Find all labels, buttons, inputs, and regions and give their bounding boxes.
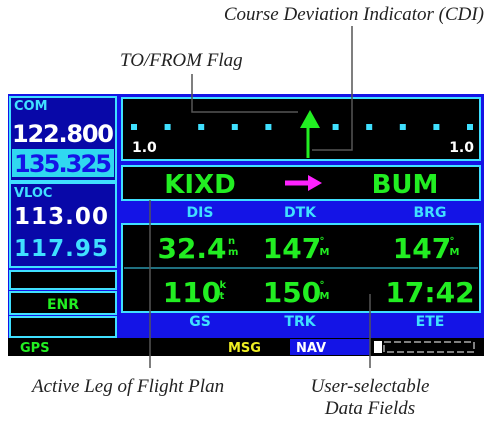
- vloc-standby: 117.95: [14, 236, 108, 262]
- field-label: ETE: [416, 314, 445, 330]
- cdi-dot: [333, 124, 339, 130]
- callout: Active Leg of Flight Plan: [30, 376, 224, 397]
- cdi-dot: [433, 124, 439, 130]
- field-value: 150: [263, 276, 321, 309]
- field-value: 147: [263, 232, 321, 265]
- cdi-dot: [165, 124, 171, 130]
- field-value: 32.4: [157, 232, 226, 265]
- mode: ENR: [47, 297, 79, 313]
- callout: Course Deviation Indicator (CDI): [224, 4, 484, 25]
- field-unit: M: [320, 247, 330, 258]
- field-unit: M: [450, 247, 460, 258]
- cdi-scale: 1.0: [449, 140, 474, 156]
- field-unit: k: [220, 280, 227, 291]
- field-label: BRG: [414, 205, 447, 221]
- field-label: DTK: [284, 205, 317, 221]
- cdi-dot: [265, 124, 271, 130]
- cdi-dot: [198, 124, 204, 130]
- cdi-box: [122, 98, 480, 160]
- cdi-dot: [467, 124, 473, 130]
- cdi-dot: [131, 124, 137, 130]
- field-value: 147: [393, 232, 451, 265]
- com-active: 122.800: [12, 120, 114, 148]
- status-gps: GPS: [20, 341, 50, 356]
- leg-to: BUM: [372, 170, 439, 200]
- field-label: GS: [189, 314, 211, 330]
- callout: TO/FROM Flag: [120, 50, 243, 71]
- field-unit: °: [320, 236, 325, 247]
- field-unit: °: [450, 236, 455, 247]
- status-msg: MSG: [228, 341, 261, 356]
- com-standby: 135.325: [14, 150, 112, 178]
- field-value: 110: [163, 276, 221, 309]
- com-label: COM: [14, 99, 48, 114]
- callout: User-selectable: [311, 376, 430, 397]
- vloc-active: 113.00: [14, 204, 108, 230]
- field-unit: n: [228, 236, 235, 247]
- cdi-dot: [232, 124, 238, 130]
- blank-box: [10, 317, 116, 337]
- callout: Data Fields: [324, 398, 415, 419]
- field-value: 17:42: [385, 276, 474, 309]
- field-unit: M: [320, 291, 330, 302]
- diagram: Course Deviation Indicator (CDI) TO/FROM…: [0, 0, 487, 431]
- blank-box: [10, 271, 116, 289]
- progress-block: [374, 341, 382, 353]
- vloc-label: VLOC: [14, 186, 52, 201]
- cdi-dot: [366, 124, 372, 130]
- field-unit: m: [228, 247, 238, 258]
- field-unit: °: [320, 280, 325, 291]
- status-nav: NAV: [296, 341, 326, 356]
- leg-from: KIXD: [164, 170, 235, 200]
- field-label: DIS: [187, 205, 214, 221]
- cdi-scale: 1.0: [132, 140, 157, 156]
- field-unit: t: [220, 291, 225, 302]
- cdi-dot: [400, 124, 406, 130]
- field-label: TRK: [284, 314, 316, 330]
